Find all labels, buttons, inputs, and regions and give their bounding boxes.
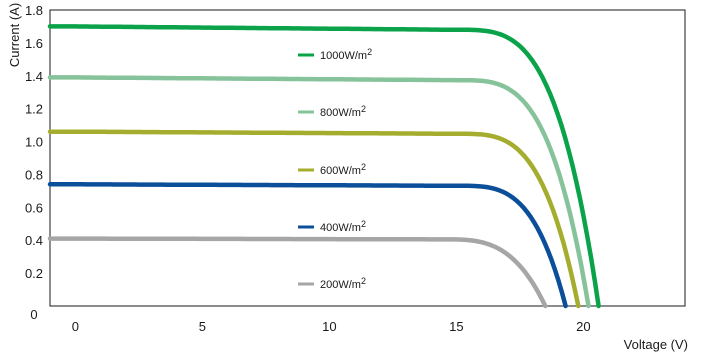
x-tick-label: 0 bbox=[72, 319, 79, 334]
series-line bbox=[47, 236, 548, 309]
y-axis-title: Current (A) bbox=[7, 3, 22, 67]
legend-label: 800W/m2 bbox=[320, 104, 366, 119]
legend-label: 400W/m2 bbox=[320, 219, 366, 234]
x-axis: 0 5 10 15 20 bbox=[72, 319, 591, 334]
series-line bbox=[47, 129, 581, 309]
legend-label: 200W/m2 bbox=[320, 276, 366, 291]
plot-frame bbox=[49, 9, 686, 307]
x-axis-title: Voltage (V) bbox=[624, 337, 688, 352]
y-tick-label: 1.2 bbox=[25, 102, 43, 117]
series-line bbox=[47, 182, 568, 309]
x-tick-label: 15 bbox=[449, 319, 463, 334]
y-tick-label: 0.4 bbox=[25, 233, 43, 248]
y-tick-label: 1.0 bbox=[25, 135, 43, 150]
x-tick-label: 20 bbox=[576, 319, 590, 334]
legend: 1000W/m2 800W/m2 600W/m2 400W/m2 200W/m2 bbox=[298, 47, 372, 291]
y-tick-label: 1.6 bbox=[25, 36, 43, 51]
legend-label: 600W/m2 bbox=[320, 162, 366, 177]
series-line bbox=[47, 24, 601, 309]
series-group bbox=[47, 24, 601, 309]
series-line bbox=[47, 75, 591, 309]
legend-label: 1000W/m2 bbox=[320, 47, 372, 62]
x-tick-label: 5 bbox=[199, 319, 206, 334]
x-tick-label: 10 bbox=[322, 319, 336, 334]
y-tick-label: 0.6 bbox=[25, 200, 43, 215]
y-tick-label: 1.8 bbox=[25, 3, 43, 18]
y-tick-label: 0.8 bbox=[25, 167, 43, 182]
y-axis: 0 0.2 0.4 0.6 0.8 1.0 1.2 1.4 1.6 1.8 bbox=[25, 3, 43, 322]
y-tick-label: 0 bbox=[30, 307, 37, 322]
y-tick-label: 0.2 bbox=[25, 266, 43, 281]
y-tick-label: 1.4 bbox=[25, 69, 43, 84]
